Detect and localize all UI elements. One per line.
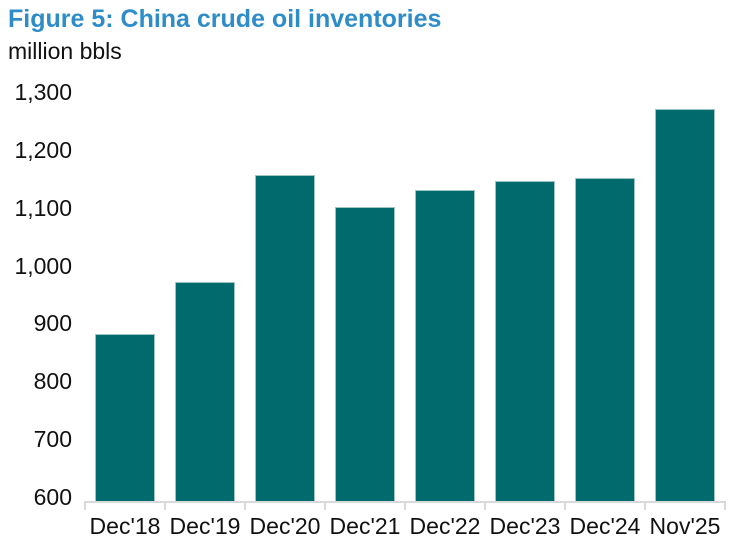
x-axis-tick <box>324 503 326 510</box>
y-tick-label-1000: 1,000 <box>14 252 72 279</box>
x-axis-tick <box>164 503 166 510</box>
bar-dec21 <box>335 206 395 502</box>
x-axis-tick <box>404 503 406 510</box>
bar-dec18 <box>95 334 155 502</box>
y-tick-label-800: 800 <box>33 368 72 395</box>
x-axis-tick <box>244 503 246 510</box>
x-axis-tick <box>484 503 486 510</box>
x-tick-label-dec19: Dec'19 <box>169 513 241 539</box>
x-tick-label-nov25: Nov'25 <box>649 513 721 539</box>
x-axis-tick <box>84 503 86 510</box>
x-axis-tick <box>644 503 646 510</box>
bar-dec20 <box>255 175 315 502</box>
chart-title: Figure 5: China crude oil inventories <box>8 5 442 33</box>
y-tick-label-700: 700 <box>33 426 72 453</box>
plot-area <box>85 97 725 502</box>
x-tick-label-dec22: Dec'22 <box>409 513 481 539</box>
x-tick-label-dec21: Dec'21 <box>329 513 401 539</box>
y-tick-label-900: 900 <box>33 310 72 337</box>
y-tick-label-600: 600 <box>33 484 72 510</box>
bar-dec23 <box>495 180 555 502</box>
y-axis-units-label: million bbls <box>8 38 122 64</box>
y-tick-label-1200: 1,200 <box>14 136 72 163</box>
x-axis-tick <box>724 503 726 510</box>
bar-dec19 <box>175 282 235 502</box>
x-tick-label-dec20: Dec'20 <box>249 513 321 539</box>
bar-nov25 <box>655 108 715 502</box>
x-tick-label-dec18: Dec'18 <box>89 513 161 539</box>
x-tick-label-dec23: Dec'23 <box>489 513 561 539</box>
y-tick-label-1100: 1,100 <box>14 194 72 221</box>
x-axis-tick <box>564 503 566 510</box>
bar-dec22 <box>415 189 475 502</box>
x-axis-line <box>84 501 726 503</box>
x-tick-label-dec24: Dec'24 <box>569 513 641 539</box>
bar-dec24 <box>575 178 635 502</box>
y-tick-label-1300: 1,300 <box>14 79 72 105</box>
